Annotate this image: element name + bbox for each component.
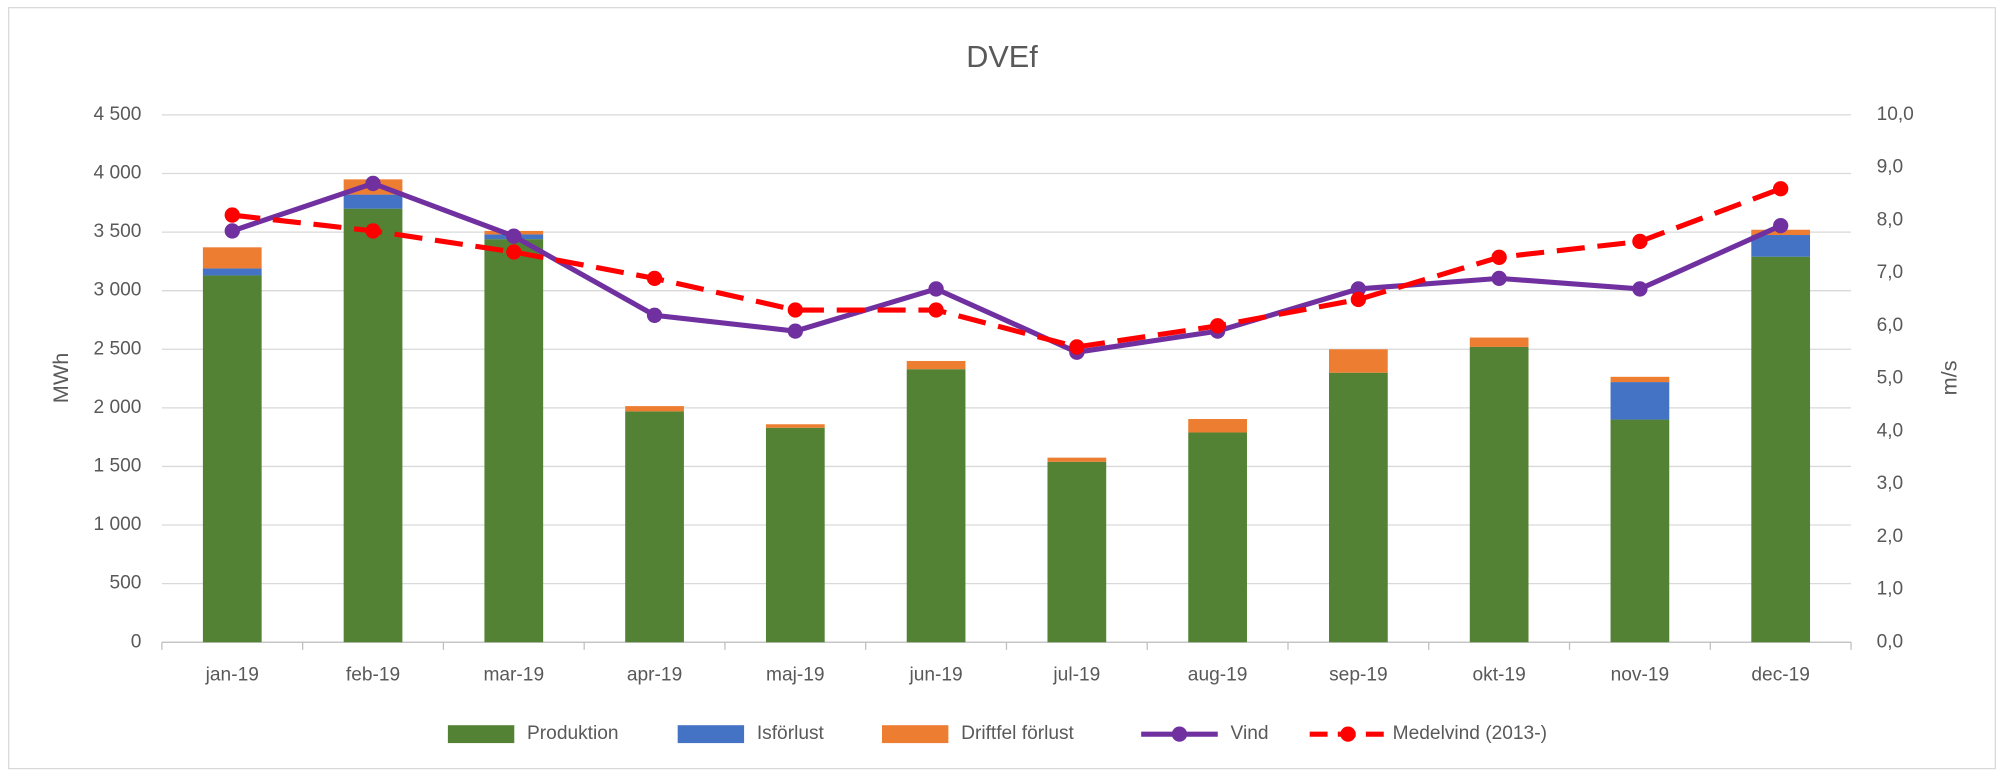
- legend-swatch: [1340, 726, 1356, 742]
- y2-tick-label: 3,0: [1877, 473, 1904, 494]
- y2-tick-label: 1,0: [1877, 579, 1904, 600]
- x-tick-label: apr-19: [627, 664, 682, 685]
- x-tick-label: jul-19: [1052, 664, 1100, 685]
- x-tick-label: jan-19: [205, 664, 259, 685]
- bar-segment: [1329, 372, 1388, 643]
- y2-axis-label: m/s: [1936, 360, 1961, 395]
- legend-label: Vind: [1231, 723, 1269, 744]
- line: [231, 180, 1782, 355]
- line-point: [224, 207, 240, 223]
- line-point: [1350, 291, 1367, 308]
- bar-segment: [1751, 235, 1811, 257]
- y-tick-label: 3 500: [94, 221, 142, 242]
- y-tick-label: 2 500: [94, 338, 142, 359]
- line-point: [1773, 181, 1789, 197]
- y-tick-label: 1 500: [94, 456, 142, 477]
- bar-segment: [202, 247, 262, 269]
- x-tick-label: feb-19: [346, 664, 400, 685]
- y2-tick-label: 0,0: [1877, 631, 1904, 652]
- line-point: [1491, 270, 1507, 287]
- y-tick-label: 2 000: [94, 397, 142, 418]
- bar-segment: [202, 268, 262, 276]
- line-point: [506, 228, 522, 244]
- line-point: [1350, 281, 1367, 297]
- y-tick-label: 1 000: [94, 514, 142, 535]
- line-point: [1632, 281, 1648, 297]
- y-tick-label: 3 000: [94, 280, 142, 301]
- x-tick-label: maj-19: [766, 664, 825, 685]
- line-point: [1773, 217, 1789, 234]
- line-point: [506, 244, 522, 260]
- bar-segment: [1469, 337, 1529, 347]
- legend-swatch: [881, 725, 949, 744]
- line-point: [365, 223, 381, 239]
- legend-label: Medelvind (2013-): [1393, 723, 1547, 744]
- bar-segment: [343, 208, 403, 643]
- legend-label: Produktion: [527, 723, 619, 744]
- bar-segment: [1188, 432, 1247, 643]
- bar-segment: [1047, 457, 1107, 462]
- legend-swatch: [1171, 726, 1188, 742]
- bar-segment: [906, 369, 966, 643]
- line-point: [646, 270, 663, 287]
- bar-segment: [1610, 419, 1670, 643]
- line-point: [928, 302, 944, 318]
- bar-segment: [1329, 349, 1388, 373]
- y-tick-label: 4 000: [94, 163, 142, 184]
- legend-label: Isförlust: [757, 723, 825, 744]
- bar-segment: [765, 424, 825, 428]
- line-point: [1632, 233, 1648, 250]
- line-point: [365, 175, 381, 192]
- x-tick-label: sep-19: [1329, 664, 1388, 685]
- bar-segment: [1610, 376, 1670, 383]
- bar-segment: [625, 411, 684, 643]
- legend-swatch: [677, 725, 745, 744]
- y2-tick-label: 6,0: [1877, 315, 1904, 336]
- x-tick-label: dec-19: [1751, 664, 1810, 685]
- x-tick-label: mar-19: [483, 664, 544, 685]
- bar-segment: [343, 194, 403, 209]
- y2-tick-label: 10,0: [1877, 104, 1914, 125]
- y2-tick-label: 4,0: [1877, 420, 1904, 441]
- bar-segment: [906, 360, 966, 370]
- bar-segment: [1469, 346, 1529, 643]
- line-point: [787, 302, 803, 318]
- legend-label: Driftfel förlust: [961, 723, 1074, 744]
- line-point: [1209, 318, 1226, 334]
- x-tick-label: jun-19: [908, 664, 962, 685]
- bar-segment: [625, 406, 684, 412]
- bar-segment: [1188, 418, 1247, 433]
- y-tick-label: 500: [110, 573, 142, 594]
- bar-segment: [484, 239, 544, 643]
- y2-tick-label: 7,0: [1877, 262, 1904, 283]
- y2-tick-label: 5,0: [1877, 368, 1904, 389]
- x-tick-label: nov-19: [1611, 664, 1670, 685]
- bar-segment: [1047, 461, 1107, 643]
- bar-segment: [1610, 382, 1670, 420]
- line-point: [928, 281, 944, 297]
- x-tick-label: okt-19: [1473, 664, 1526, 685]
- chart-border: [8, 7, 1996, 770]
- y-tick-label: 4 500: [94, 104, 142, 125]
- chart-title: DVEf: [966, 40, 1038, 74]
- line: [231, 186, 1782, 350]
- y2-tick-label: 8,0: [1877, 209, 1904, 230]
- y-tick-label: 0: [131, 631, 142, 652]
- y-axis-label: MWh: [48, 353, 73, 404]
- line-point: [646, 307, 663, 323]
- bar-segment: [1751, 256, 1811, 643]
- line-point: [1491, 249, 1507, 265]
- x-tick-label: aug-19: [1188, 664, 1248, 685]
- line-point: [224, 223, 240, 239]
- legend-swatch: [447, 725, 515, 744]
- line-point: [787, 323, 803, 339]
- line-point: [1069, 339, 1085, 355]
- bar-segment: [765, 427, 825, 643]
- bar-segment: [202, 275, 262, 643]
- y2-tick-label: 2,0: [1877, 526, 1904, 547]
- y2-tick-label: 9,0: [1877, 157, 1904, 178]
